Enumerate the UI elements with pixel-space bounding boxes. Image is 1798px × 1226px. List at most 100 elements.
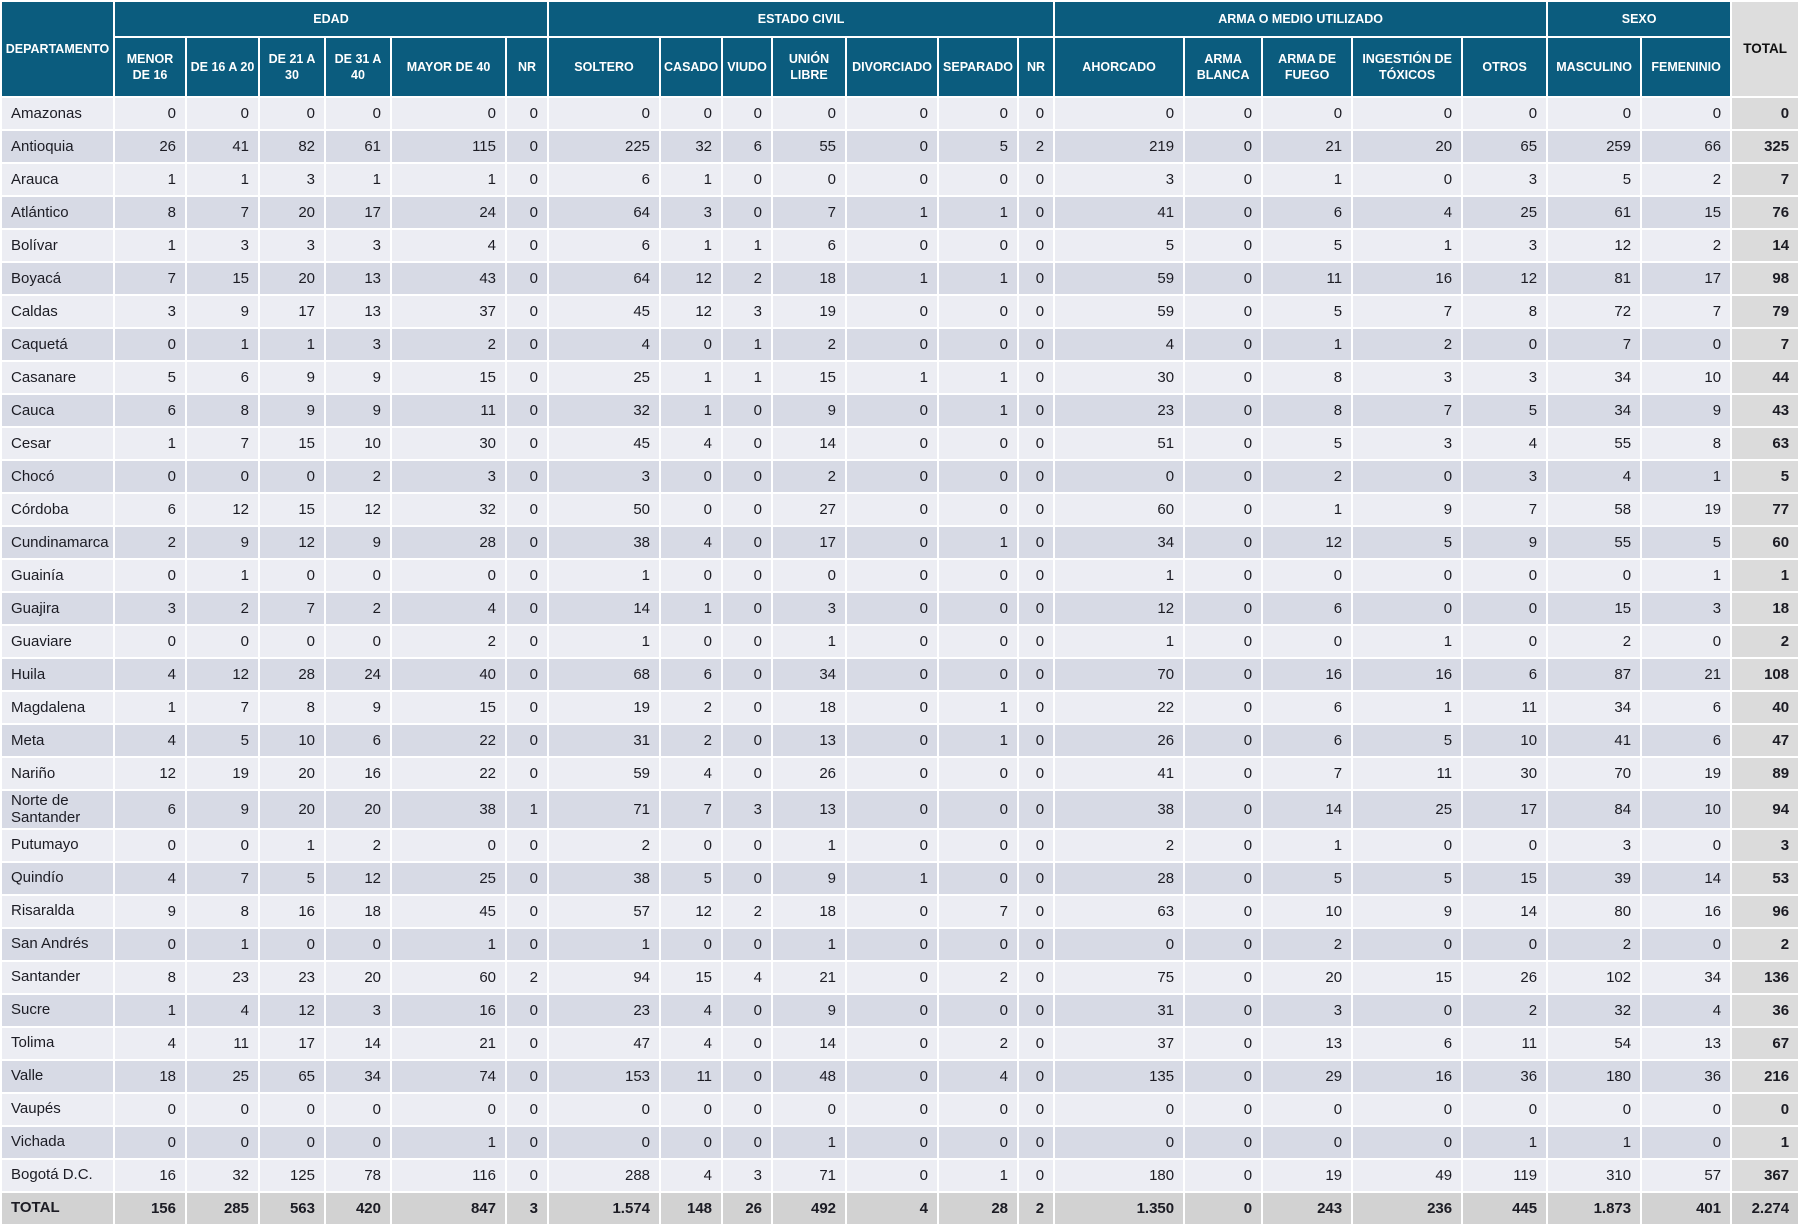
value-cell: 8 <box>185 393 260 428</box>
value-cell: 0 <box>1183 1025 1264 1061</box>
value-cell: 0 <box>1351 591 1464 626</box>
value-cell: 12 <box>258 992 326 1028</box>
value-cell: 0 <box>845 1124 940 1160</box>
header-total: TOTAL <box>1730 0 1798 98</box>
table-row: Santander 8 23 23 20 60 2 94 15 4 21 0 2 0 75 0 20 15 26 10… <box>0 959 1798 995</box>
value-cell: 26 <box>1461 959 1549 995</box>
value-cell: 0 <box>504 228 550 263</box>
value-cell: 13 <box>771 723 848 758</box>
table-header: DEPARTAMENTO EDAD ESTADO CIVIL ARMA O ME… <box>0 0 1798 98</box>
value-cell: 19 <box>1640 492 1733 527</box>
value-cell: 847 <box>390 1190 507 1226</box>
value-cell: 6 <box>1261 591 1354 626</box>
row-total-cell: 3 <box>1730 827 1798 863</box>
value-cell: 14 <box>771 1025 848 1061</box>
value-cell: 3 <box>721 789 774 830</box>
value-cell: 0 <box>659 96 724 131</box>
value-cell: 0 <box>721 926 774 962</box>
value-cell: 1 <box>1261 162 1354 197</box>
value-cell: 3 <box>185 228 260 263</box>
value-cell: 2 <box>1640 162 1733 197</box>
value-cell: 6 <box>721 129 774 164</box>
value-cell: 0 <box>937 992 1020 1028</box>
value-cell: 0 <box>937 558 1020 593</box>
value-cell: 15 <box>185 261 260 296</box>
value-cell: 81 <box>1546 261 1643 296</box>
value-cell: 1 <box>1640 558 1733 593</box>
value-cell: 6 <box>113 492 187 527</box>
value-cell: 8 <box>258 690 326 725</box>
value-cell: 0 <box>1261 624 1354 659</box>
value-cell: 3 <box>258 162 326 197</box>
value-cell: 1 <box>113 162 187 197</box>
value-cell: 25 <box>185 1058 260 1094</box>
value-cell: 102 <box>1546 959 1643 995</box>
value-cell: 23 <box>258 959 326 995</box>
value-cell: 7 <box>1351 393 1464 428</box>
value-cell: 0 <box>1183 723 1264 758</box>
value-cell: 0 <box>1017 992 1056 1028</box>
value-cell: 0 <box>504 992 550 1028</box>
value-cell: 14 <box>1461 893 1549 929</box>
value-cell: 1 <box>937 195 1020 230</box>
value-cell: 39 <box>1546 860 1643 896</box>
value-cell: 0 <box>1017 228 1056 263</box>
table-row: Chocó 0 0 0 2 3 0 3 0 0 2 0 0 0 0 0 2 0 3 4 1 5 <box>0 459 1798 494</box>
value-cell: 6 <box>547 228 662 263</box>
value-cell: 0 <box>185 624 260 659</box>
value-cell: 0 <box>113 459 187 494</box>
value-cell: 1 <box>937 1157 1020 1193</box>
value-cell: 12 <box>1546 228 1643 263</box>
value-cell: 9 <box>324 393 392 428</box>
value-cell: 38 <box>547 525 662 560</box>
value-cell: 11 <box>1461 690 1549 725</box>
value-cell: 3 <box>1461 459 1549 494</box>
value-cell: 0 <box>504 162 550 197</box>
value-cell: 1 <box>113 228 187 263</box>
value-cell: 19 <box>771 294 848 329</box>
department-cell: Huila <box>0 657 115 692</box>
value-cell: 0 <box>721 195 774 230</box>
value-cell: 21 <box>390 1025 507 1061</box>
value-cell: 2 <box>324 459 392 494</box>
value-cell: 0 <box>1183 129 1264 164</box>
value-cell: 0 <box>771 96 848 131</box>
value-cell: 0 <box>324 1124 392 1160</box>
row-total-cell: 79 <box>1730 294 1798 329</box>
value-cell: 243 <box>1261 1190 1354 1226</box>
value-cell: 1 <box>845 860 940 896</box>
value-cell: 0 <box>937 789 1020 830</box>
value-cell: 5 <box>1351 860 1464 896</box>
table-row: Huila 4 12 28 24 40 0 68 6 0 34 0 0 0 70 0 16 16 6 87 21 108 <box>0 657 1798 692</box>
value-cell: 4 <box>390 228 507 263</box>
value-cell: 6 <box>1640 723 1733 758</box>
value-cell: 17 <box>258 1025 326 1061</box>
value-cell: 0 <box>504 827 550 863</box>
value-cell: 0 <box>1183 1157 1264 1193</box>
value-cell: 59 <box>1053 294 1186 329</box>
value-cell: 1 <box>1351 624 1464 659</box>
value-cell: 0 <box>659 1091 724 1127</box>
value-cell: 16 <box>1351 1058 1464 1094</box>
value-cell: 0 <box>845 926 940 962</box>
value-cell: 0 <box>324 558 392 593</box>
value-cell: 20 <box>258 756 326 791</box>
value-cell: 6 <box>771 228 848 263</box>
value-cell: 5 <box>1261 228 1354 263</box>
value-cell: 0 <box>1053 1124 1186 1160</box>
value-cell: 1 <box>721 360 774 395</box>
value-cell: 0 <box>1183 827 1264 863</box>
value-cell: 11 <box>1261 261 1354 296</box>
value-cell: 0 <box>504 327 550 362</box>
value-cell: 19 <box>547 690 662 725</box>
row-total-cell: 2 <box>1730 926 1798 962</box>
value-cell: 9 <box>771 860 848 896</box>
value-cell: 4 <box>185 992 260 1028</box>
value-cell: 4 <box>659 756 724 791</box>
row-total-cell: 63 <box>1730 426 1798 461</box>
department-cell: Magdalena <box>0 690 115 725</box>
value-cell: 4 <box>721 959 774 995</box>
value-cell: 21 <box>1261 129 1354 164</box>
value-cell: 28 <box>1053 860 1186 896</box>
